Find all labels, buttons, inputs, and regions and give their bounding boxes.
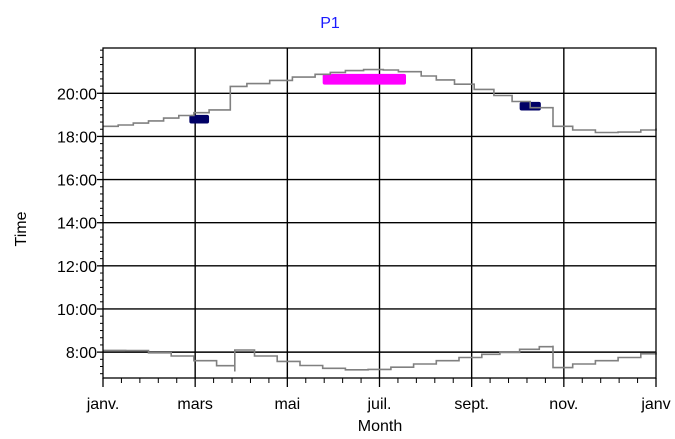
x-tick-label: mai: [274, 396, 300, 413]
chart-title: P1: [320, 15, 340, 32]
sunrise-line: [103, 345, 657, 372]
y-tick-label: 8:00: [66, 345, 97, 362]
minor-ticks: [100, 49, 639, 383]
x-axis-label: Month: [358, 418, 402, 435]
plot-frame: [102, 47, 657, 379]
curves: [103, 68, 657, 372]
x-tick-label: janv: [640, 396, 670, 413]
x-tick-label: janv.: [86, 396, 120, 413]
x-tick-label: mars: [177, 396, 213, 413]
y-tick-label: 10:00: [57, 302, 97, 319]
y-tick-label: 12:00: [57, 259, 97, 276]
sunset-line: [103, 68, 657, 134]
event-block-dark: [189, 114, 210, 124]
y-tick-labels: 8:00 10:00 12:00 14:00 16:00 18:00 20:00: [57, 86, 97, 362]
grid-lines: [97, 48, 657, 387]
y-axis-label: Time: [13, 211, 30, 246]
event-blocks: [189, 73, 541, 124]
x-tick-label: juil.: [366, 396, 391, 413]
y-tick-label: 16:00: [57, 173, 97, 190]
y-tick-label: 18:00: [57, 129, 97, 146]
x-tick-labels: janv. mars mai juil. sept. nov. janv: [86, 396, 671, 413]
event-block-magenta: [322, 73, 407, 85]
y-tick-label: 20:00: [57, 86, 97, 103]
x-tick-label: nov.: [549, 396, 578, 413]
x-tick-label: sept.: [454, 396, 489, 413]
y-tick-label: 14:00: [57, 216, 97, 233]
